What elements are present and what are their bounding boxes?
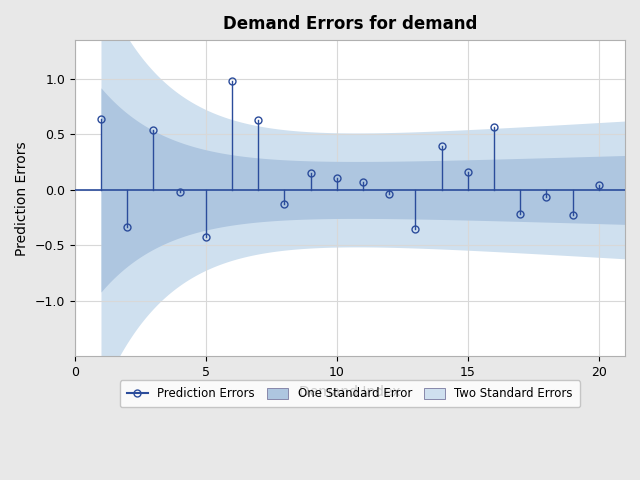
Legend: Prediction Errors, One Standard Error, Two Standard Errors: Prediction Errors, One Standard Error, T… — [120, 380, 580, 408]
Y-axis label: Prediction Errors: Prediction Errors — [15, 141, 29, 255]
Title: Demand Errors for demand: Demand Errors for demand — [223, 15, 477, 33]
X-axis label: Demand Index: Demand Index — [299, 384, 401, 399]
